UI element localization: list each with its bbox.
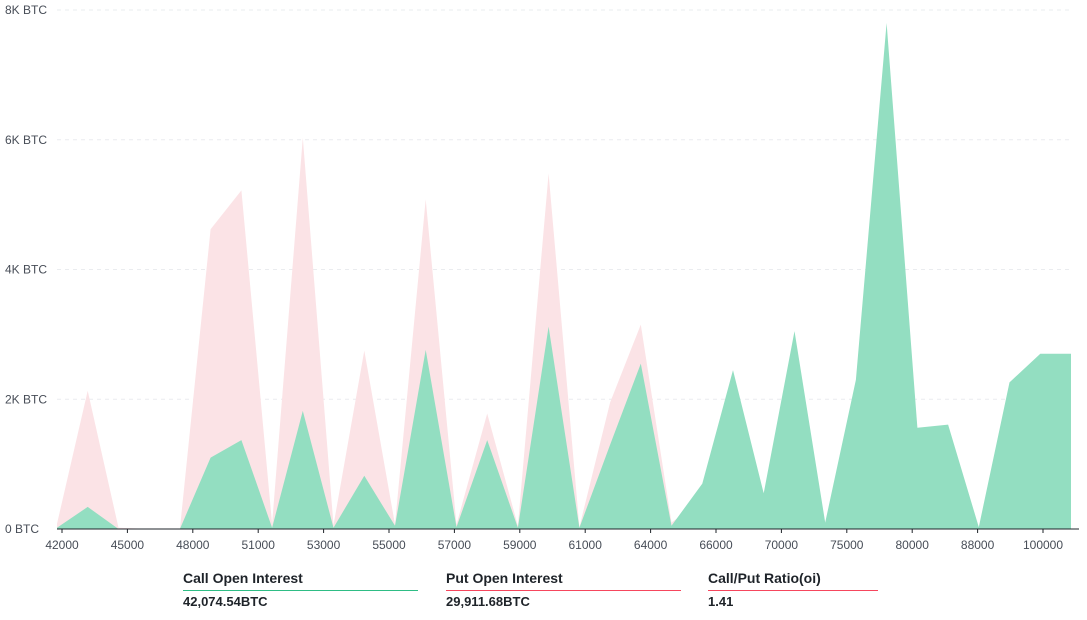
stat-label: Call Open Interest (183, 570, 303, 586)
x-tick-label: 57000 (438, 538, 472, 552)
x-tick-label: 88000 (961, 538, 995, 552)
x-tick-label: 51000 (242, 538, 276, 552)
y-tick-label: 2K BTC (5, 392, 47, 406)
stat-put-open-interest: Put Open Interest 29,911.68BTC (446, 570, 681, 609)
x-tick-label: 53000 (307, 538, 341, 552)
y-tick-label: 4K BTC (5, 263, 47, 277)
y-tick-label: 8K BTC (5, 3, 47, 17)
x-tick-label: 66000 (699, 538, 733, 552)
y-tick-label: 6K BTC (5, 133, 47, 147)
stat-value: 29,911.68BTC (446, 594, 530, 609)
x-tick-label: 61000 (569, 538, 603, 552)
x-tick-label: 70000 (765, 538, 799, 552)
stat-call-open-interest: Call Open Interest 42,074.54BTC (183, 570, 418, 609)
stat-value: 1.41 (708, 594, 734, 609)
x-tick-label: 59000 (503, 538, 537, 552)
y-axis: 0 BTC 2K BTC 4K BTC 6K BTC 8K BTC (5, 3, 47, 536)
x-tick-label: 42000 (45, 538, 79, 552)
x-tick-label: 45000 (111, 538, 145, 552)
x-tick-label: 64000 (634, 538, 668, 552)
y-tick-label: 0 BTC (5, 522, 39, 536)
stat-value: 42,074.54BTC (183, 594, 268, 609)
x-axis: 42000 45000 48000 51000 53000 55000 57000 59000… (45, 528, 1079, 552)
stat-underline (446, 590, 681, 591)
call-series-area (57, 23, 1071, 529)
x-tick-label: 100000 (1023, 538, 1063, 552)
stat-label: Put Open Interest (446, 570, 563, 586)
stats-bar: Call Open Interest 42,074.54BTC Put Open… (0, 570, 1087, 620)
stat-label: Call/Put Ratio(oi) (708, 570, 821, 586)
open-interest-chart: 0 BTC 2K BTC 4K BTC 6K BTC 8K BTC 42000 45000… (5, 3, 1079, 552)
x-tick-label: 80000 (896, 538, 930, 552)
series-areas (57, 23, 1071, 530)
x-tick-label: 75000 (830, 538, 864, 552)
put-series-area (57, 137, 1071, 530)
x-tick-label: 48000 (176, 538, 210, 552)
x-tick-label: 55000 (372, 538, 406, 552)
stat-underline (183, 590, 418, 591)
stat-underline (708, 590, 878, 591)
stat-call-put-ratio: Call/Put Ratio(oi) 1.41 (708, 570, 878, 609)
